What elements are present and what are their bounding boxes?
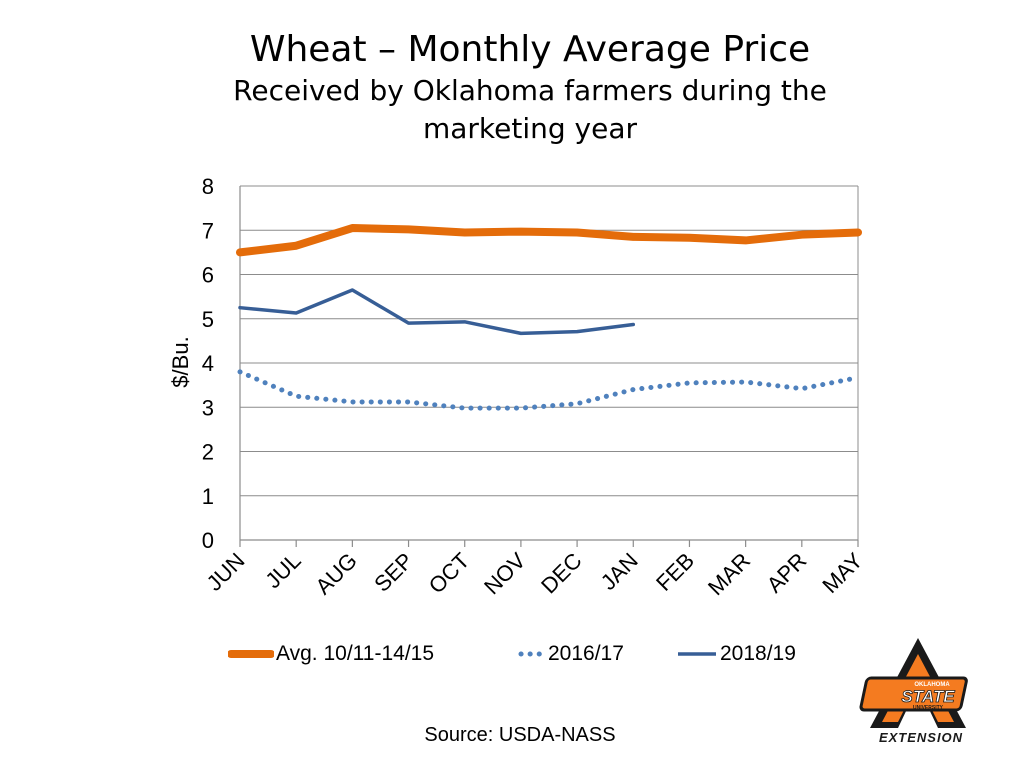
x-tick-label: OCT: [424, 548, 475, 599]
osu-extension-logo: OKLAHOMA STATE UNIVERSITY EXTENSION: [859, 638, 968, 745]
legend-swatch-2016-17: [518, 651, 546, 657]
y-tick-label: 4: [202, 351, 214, 376]
y-tick-label: 5: [202, 307, 214, 332]
x-tick-label: AUG: [311, 548, 362, 599]
legend-label-2016-17: 2016/17: [548, 642, 624, 665]
legend-label-avg: Avg. 10/11-14/15: [276, 642, 435, 665]
y-tick-label: 7: [202, 218, 214, 243]
logo-text-oklahoma: OKLAHOMA: [914, 682, 950, 688]
logo-text-university: UNIVERSITY: [913, 705, 944, 711]
x-tick-label: FEB: [651, 548, 699, 596]
legend-item-avg: Avg. 10/11-14/15: [228, 638, 434, 670]
x-tick-label: MAY: [817, 548, 867, 598]
x-tick-label: DEC: [536, 548, 587, 599]
legend-item-2016-17: 2016/17: [518, 638, 624, 670]
logo-text-state: STATE: [901, 687, 955, 706]
y-tick-label: 8: [202, 174, 214, 199]
chart-title: Wheat – Monthly Average Price: [249, 29, 811, 70]
x-tick-label: JAN: [596, 548, 643, 595]
legend-label-2018-19: 2018/19: [720, 642, 796, 665]
y-axis-label: $/Bu.: [168, 336, 193, 387]
x-tick-label: JUL: [260, 548, 305, 593]
logo-text-extension: EXTENSION: [879, 730, 963, 745]
series-line-1: [237, 369, 861, 411]
series-line-2: [238, 288, 636, 336]
x-tick-label: APR: [762, 548, 812, 598]
x-tick-label: SEP: [369, 548, 418, 597]
y-tick-label: 0: [202, 528, 214, 553]
chart-legend: Avg. 10/11-14/15 2016/17 2018/19: [228, 638, 828, 670]
legend-item-2018-19: 2018/19: [676, 638, 796, 670]
y-tick-label: 2: [202, 440, 214, 465]
source-note: Source: USDA-NASS: [424, 724, 616, 746]
y-tick-label: 6: [202, 263, 214, 288]
y-tick-label: 1: [202, 484, 214, 509]
legend-swatch-avg: [228, 650, 274, 658]
logo-banner: [859, 676, 968, 712]
chart-subtitle: Received by Oklahoma farmers during the …: [233, 74, 827, 145]
series-line-0: [236, 224, 862, 257]
x-tick-label: NOV: [479, 548, 531, 600]
chart-title-block: Wheat – Monthly Average Price Received b…: [0, 28, 1024, 148]
x-tick-label: JUN: [202, 548, 250, 596]
legend-swatch-2018-19: [678, 652, 716, 656]
line-chart: 0 1 2 3 4 5 6 7 8 $/Bu. JUN JUL AUG SEP OCT NOV DEC JAN FE…: [168, 174, 868, 600]
x-tick-label: MAR: [703, 548, 755, 600]
y-tick-label: 3: [202, 395, 214, 420]
